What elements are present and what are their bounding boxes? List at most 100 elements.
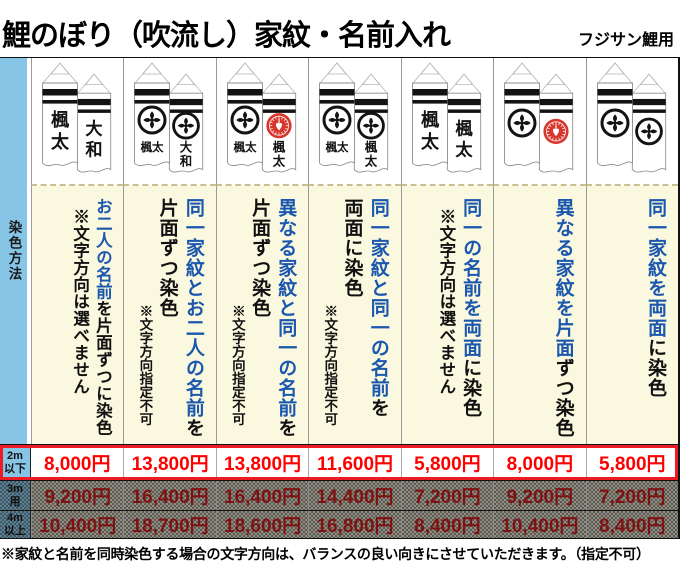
back-flag-illustration: 楓太 (354, 73, 389, 173)
flag-preview-col4: 楓太 楓太 (308, 58, 401, 186)
flag-preview-col7 (585, 58, 678, 186)
family-crest-black-icon (230, 105, 260, 135)
svg-text:太: 太 (455, 139, 473, 159)
price-row-3m用: 3m 用 9,200円 16,400円 16,400円 14,400円 7,200円 9,20… (0, 480, 678, 510)
options-grid: 染色方法 大和楓太お二人の名前を片面ずつに染色 ※文字方向は選べません 大和 楓太… (0, 58, 678, 445)
svg-text:楓: 楓 (273, 139, 286, 154)
size-label: 3m 用 (0, 481, 31, 510)
dye-description-col3: 異なる家紋と同一の名前を 片面ずつ染色 ※文字方向指定不可 (215, 186, 309, 444)
family-crest-black-icon (600, 108, 630, 138)
description-line: 異なる家紋を片面ずつ染色 (552, 198, 574, 438)
svg-text:楓太: 楓太 (326, 140, 349, 154)
svg-text:太: 太 (51, 131, 70, 152)
price-cell: 8,400円 (400, 511, 494, 538)
svg-text:和: 和 (85, 139, 102, 159)
description-note: ※文字方向指定不可 (322, 304, 338, 426)
size-label: 2m 以下 (0, 445, 31, 480)
description-line: 両面に染色 (341, 198, 363, 298)
dye-method-label: 染色方法 (6, 220, 22, 282)
flag-preview-col5: 楓太楓太 (400, 58, 494, 186)
dye-description-col6: 異なる家紋を片面ずつ染色 (493, 186, 586, 444)
svg-text:楓: 楓 (421, 109, 440, 130)
description-note: ※文字方向指定不可 (137, 304, 153, 426)
back-flag-illustration: 大和 (169, 73, 204, 173)
price-cell: 7,200円 (400, 481, 494, 510)
description-line: 片面ずつ染色 (156, 198, 178, 318)
description-line: お二人の名前を片面ずつに染色 (93, 198, 112, 436)
front-flag-illustration: 楓太 (411, 62, 448, 167)
svg-text:楓: 楓 (365, 139, 378, 154)
dye-description-col1: お二人の名前を片面ずつに染色 ※文字方向は選べません (31, 186, 124, 444)
description-line: 片面ずつ染色 (249, 198, 271, 318)
description-line: 同一家紋を両面に染色 (645, 198, 666, 398)
price-cell: 9,200円 (493, 481, 586, 510)
price-cell: 5,800円 (400, 445, 493, 480)
back-flag-illustration: 大和 (76, 73, 112, 173)
flag-preview-col1: 大和楓太 (31, 58, 124, 186)
flag-preview-col6 (493, 58, 586, 186)
footnote: ※家紋と名前を同時染色する場合の文字方向は、バランスの良い向きにさせていただきま… (1, 545, 650, 562)
price-cell: 16,400円 (215, 481, 309, 510)
price-cell: 11,600円 (308, 445, 400, 480)
price-cell: 13,800円 (215, 445, 308, 480)
svg-text:楓: 楓 (455, 118, 473, 138)
price-cell: 16,800円 (308, 511, 401, 538)
dye-description-col5: 同一の名前を両面に染色 ※文字方向は選べません (400, 186, 494, 444)
dye-description-col2: 同一家紋とお二人の名前を 片面ずつ染色 ※文字方向指定不可 (123, 186, 216, 444)
price-cell: 8,000円 (493, 445, 585, 480)
family-crest-red-icon (543, 118, 569, 145)
sidebar-dye-method: 染色方法 (0, 58, 31, 444)
front-flag-illustration (596, 62, 633, 167)
svg-text:楓: 楓 (51, 109, 70, 130)
svg-text:大: 大 (180, 139, 193, 154)
family-crest-black-icon (507, 108, 537, 138)
flag-preview-col3: 楓太 楓太 (215, 58, 309, 186)
family-crest-black-icon (137, 105, 167, 135)
dye-description-col4: 同一家紋と同一の名前を 両面に染色 ※文字方向指定不可 (308, 186, 401, 444)
price-cell: 5,800円 (585, 445, 678, 480)
product-target-label: フジサン鯉用 (577, 32, 674, 49)
price-cell: 14,400円 (308, 481, 401, 510)
price-cell: 8,400円 (585, 511, 678, 538)
page-title: 鯉のぼり（吹流し）家紋・名前入れ (2, 20, 451, 53)
description-line: 同一家紋とお二人の名前を (182, 198, 204, 438)
price-cell: 8,000円 (43, 454, 111, 475)
price-row-4m以上: 4m 以上 10,400円 18,700円 18,600円 16,800円 8,400円 10… (0, 510, 678, 539)
price-cell: 10,400円 (31, 511, 124, 538)
front-flag-illustration: 楓太 (226, 62, 263, 167)
svg-text:太: 太 (273, 153, 286, 168)
dye-description-col7: 同一家紋を両面に染色 (585, 186, 678, 444)
flag-preview-col2: 大和 楓太 (123, 58, 216, 186)
family-crest-black-icon (322, 105, 352, 135)
back-flag-illustration (631, 73, 666, 173)
back-flag-illustration (539, 73, 574, 173)
price-rows: 2m 以下 8,000円 13,800円 13,800円 11,600円 5,800円 8,0… (0, 445, 678, 539)
price-cell: 16,400円 (123, 481, 216, 510)
front-flag-illustration: 楓太 (319, 62, 356, 167)
family-crest-black-icon (172, 111, 201, 140)
description-note: ※文字方向は選べません (436, 208, 455, 395)
description-note: ※文字方向指定不可 (229, 304, 245, 426)
header: 鯉のぼり（吹流し）家紋・名前入れ フジサン鯉用 (0, 0, 680, 57)
front-flag-illustration: 楓太 (42, 62, 78, 167)
family-crest-red-icon (266, 113, 292, 139)
svg-text:楓太: 楓太 (141, 140, 164, 154)
back-flag-illustration: 楓太 (261, 73, 296, 173)
description-line: 同一家紋と同一の名前を (367, 198, 389, 418)
svg-text:和: 和 (179, 153, 192, 168)
price-cell: 18,700円 (123, 511, 216, 538)
size-label: 4m 以上 (0, 511, 31, 538)
back-flag-illustration: 楓太 (446, 73, 481, 173)
svg-text:楓太: 楓太 (233, 140, 256, 154)
svg-text:太: 太 (421, 131, 440, 152)
price-cell: 18,600円 (215, 511, 309, 538)
description-note: ※文字方向は選べません (70, 208, 89, 395)
price-cell: 7,200円 (585, 481, 678, 510)
family-crest-black-icon (634, 117, 663, 146)
price-row-2m以下: 2m 以下 8,000円 13,800円 13,800円 11,600円 5,800円 8,0… (0, 445, 678, 480)
price-cell: 9,200円 (31, 481, 124, 510)
svg-text:太: 太 (365, 153, 378, 168)
pricing-table: 染色方法 大和楓太お二人の名前を片面ずつに染色 ※文字方向は選べません 大和 楓太… (0, 57, 680, 539)
family-crest-black-icon (357, 111, 386, 140)
